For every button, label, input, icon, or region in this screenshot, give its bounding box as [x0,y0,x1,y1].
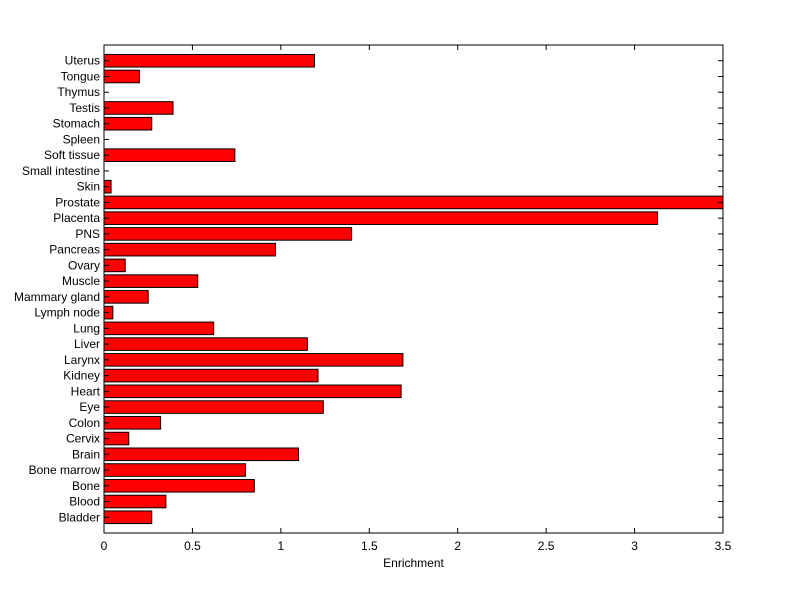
bar-tongue [103,69,140,84]
y-tick-label: Placenta [53,211,100,225]
y-tick-label: Small intestine [22,164,100,178]
bar-brain [103,447,300,462]
bar-muscle [103,274,199,288]
bar-bladder [103,510,153,525]
bar-placenta [103,211,659,225]
y-tick-label: Bone [72,479,100,493]
bar-lung [103,321,215,336]
bar-testis [103,101,174,115]
y-tick-label: Stomach [53,117,100,131]
y-tick-label: Bladder [59,510,100,524]
y-tick-label: Ovary [68,258,100,272]
y-tick-label: Soft tissue [44,148,100,162]
y-tick-label: PNS [75,227,100,241]
y-tick-label: Lymph node [34,306,100,320]
y-tick-label: Pancreas [49,243,100,257]
bar-heart [103,384,402,399]
y-tick-label: Heart [71,384,101,398]
y-tick-label: Mammary gland [14,290,100,304]
x-tick-label: 1.5 [361,539,378,553]
bar-blood [103,494,167,509]
bar-eye [103,400,324,414]
bar-kidney [103,368,319,383]
plot-frame [103,44,724,534]
x-tick-label: 3 [631,539,638,553]
y-tick-label: Bone marrow [29,463,101,477]
y-tick-label: Thymus [57,85,100,99]
y-tick-label: Muscle [62,274,100,288]
bar-stomach [103,116,153,131]
x-tick-label: 3.5 [715,539,732,553]
y-tick-label: Prostate [55,195,100,209]
bar-bone [103,478,255,493]
bar-bone-marrow [103,463,246,477]
bar-mammary-gland [103,290,149,304]
bar-pns [103,227,353,241]
bar-pancreas [103,242,277,257]
x-tick-label: 2 [454,539,461,553]
y-tick-label: Lung [73,321,100,335]
bar-liver [103,337,308,351]
y-tick-label: Testis [69,101,100,115]
y-tick-label: Liver [74,337,100,351]
y-tick-label: Blood [69,495,100,509]
x-axis-title: Enrichment [383,556,444,570]
y-tick-label: Brain [72,447,100,461]
y-tick-label: Tongue [61,69,101,83]
x-tick-label: 1 [278,539,285,553]
x-tick-label: 2.5 [538,539,555,553]
bar-uterus [103,53,315,68]
bar-soft-tissue [103,148,236,162]
y-tick-label: Skin [77,180,100,194]
y-tick-label: Colon [69,416,100,430]
bar-colon [103,416,162,430]
y-tick-label: Larynx [64,353,100,367]
y-tick-label: Spleen [63,132,100,146]
y-tick-label: Kidney [63,369,100,383]
x-ticks-group: 0 0.5 1 1.5 2 2.5 3 3.5 [101,45,732,553]
x-tick-label: 0 [101,539,108,553]
bar-larynx [103,353,404,367]
x-tick-label: 0.5 [184,539,201,553]
y-tick-label: Eye [79,400,100,414]
bar-prostate [103,195,724,210]
y-tick-label: Uterus [65,54,100,68]
y-tick-label: Cervix [66,432,100,446]
